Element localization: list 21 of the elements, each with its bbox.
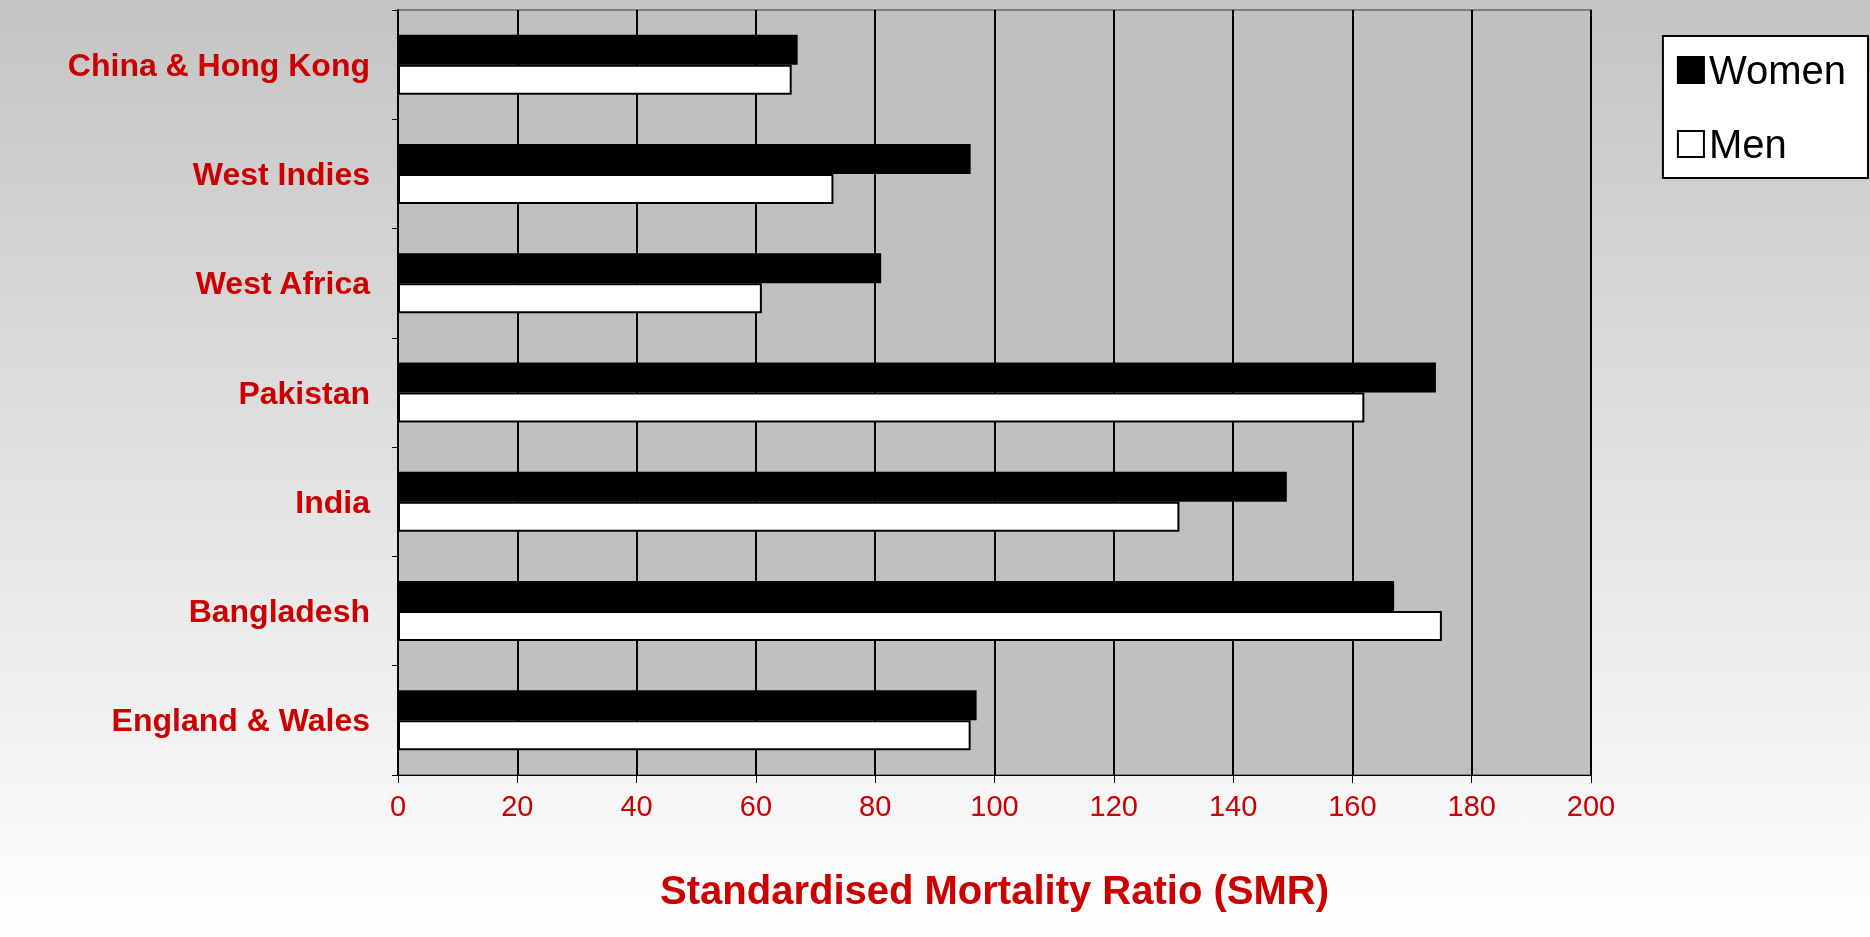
x-axis-title: Standardised Mortality Ratio (SMR) <box>660 868 1329 912</box>
x-tick-label: 200 <box>1566 789 1616 822</box>
y-tick-label: England & Wales <box>111 702 370 739</box>
x-tick-label: 40 <box>620 789 653 822</box>
x-tick-label: 120 <box>1089 789 1138 822</box>
x-tick-label: 0 <box>389 789 407 822</box>
x-tick-label: 100 <box>970 789 1019 822</box>
y-tick-label: Bangladesh <box>188 593 370 630</box>
x-tick-label: 80 <box>859 789 892 822</box>
x-tick-label: 60 <box>739 789 773 822</box>
legend-label: Men <box>1708 122 1787 166</box>
y-tick-label: China & Hong Kong <box>67 46 370 83</box>
y-tick-label: West Indies <box>192 155 370 192</box>
y-tick-label: West Africa <box>195 265 371 302</box>
y-tick-label: Pakistan <box>238 374 370 411</box>
x-tick-label: 160 <box>1328 789 1377 822</box>
x-tick-label: 140 <box>1208 789 1258 822</box>
legend-label: Women <box>1708 48 1846 92</box>
x-tick-label: 20 <box>501 789 534 822</box>
y-tick-label: India <box>295 483 371 520</box>
x-tick-label: 180 <box>1447 789 1496 822</box>
